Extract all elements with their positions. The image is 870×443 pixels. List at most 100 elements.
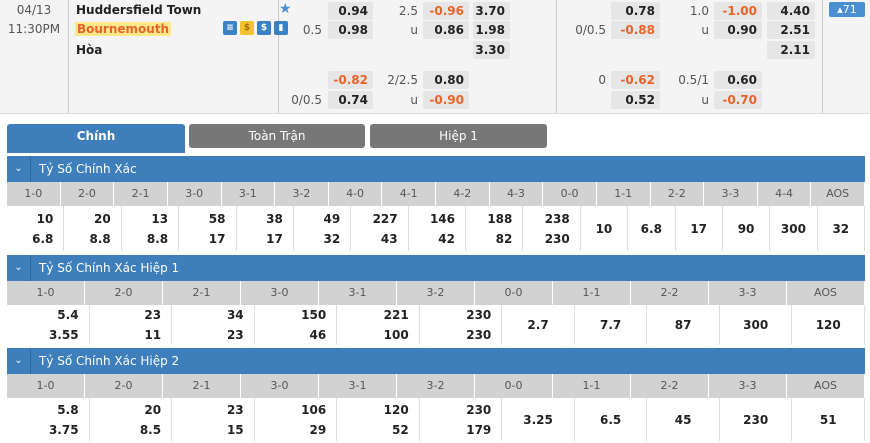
odds-value: 32 — [832, 221, 850, 236]
ou-line: 0.5/1 — [678, 73, 709, 87]
odds-cell[interactable]: 3.25 — [502, 398, 575, 441]
divider — [822, 0, 823, 114]
section-header[interactable]: ⌄ Tỷ Số Chính Xác — [7, 156, 865, 182]
odds-cell[interactable]: 221 100 — [337, 305, 420, 345]
odds-cell[interactable]: 0.94 — [328, 2, 373, 20]
odds-value: 3.75 — [48, 422, 79, 437]
odds-cell[interactable]: 6.5 — [574, 398, 648, 441]
tab-hiep-1[interactable]: Hiệp 1 — [370, 124, 547, 148]
odds-cell[interactable]: 3.30 — [473, 41, 510, 59]
odds-value: 11 — [144, 328, 162, 342]
home-team[interactable]: Huddersfield Town — [76, 3, 202, 17]
dollar-icon[interactable]: $ — [257, 21, 271, 35]
odds-cell[interactable]: 38 17 — [236, 206, 294, 251]
odds-cell[interactable]: 230 230 — [419, 305, 503, 345]
chevron-down-icon[interactable]: ⌄ — [7, 255, 31, 281]
odds-cell[interactable]: 0.52 — [611, 91, 660, 109]
odds-cell[interactable]: 5.8 3.75 — [7, 398, 90, 441]
odds-cell[interactable]: 49 32 — [293, 206, 352, 251]
odds-cell[interactable]: 238 230 — [523, 206, 581, 251]
odds-cell[interactable]: 2.51 — [767, 21, 815, 39]
odds-cell[interactable]: 230 179 — [419, 398, 503, 441]
odds-cell[interactable]: 146 42 — [408, 206, 466, 251]
odds-cell[interactable]: 5.4 3.55 — [7, 305, 90, 345]
odds-cell[interactable]: 0.98 — [328, 21, 373, 39]
odds-cell[interactable]: 6.8 — [628, 206, 676, 251]
odds-cell[interactable]: 23 11 — [89, 305, 173, 345]
section-header[interactable]: ⌄ Tỷ Số Chính Xác Hiệp 1 — [7, 255, 865, 281]
odds-cell[interactable]: 7.7 — [574, 305, 648, 345]
odds-value: 188 — [487, 211, 513, 226]
star-icon[interactable]: ★ — [279, 1, 292, 17]
odds-cell[interactable]: 120 52 — [337, 398, 420, 441]
odds-cell[interactable]: 300 — [770, 206, 818, 251]
odds-value: 20 — [94, 211, 111, 226]
odds-value: 6.8 — [32, 231, 54, 246]
odds-cell[interactable]: -0.90 — [423, 91, 469, 109]
odds-cell[interactable]: 90 — [722, 206, 771, 251]
more-odds-button[interactable]: ▴71 — [829, 2, 865, 17]
odds-value: 8.8 — [146, 231, 169, 246]
tab-toan-tran[interactable]: Toàn Trận — [189, 124, 365, 148]
score-header: 0-0 — [475, 281, 553, 305]
odds-cell[interactable]: 13 8.8 — [121, 206, 180, 251]
odds-cell[interactable]: 0.60 — [714, 71, 762, 89]
odds-cell[interactable]: 188 82 — [466, 206, 524, 251]
match-row: 04/13 11:30PM Huddersfield Town Bournemo… — [0, 0, 870, 114]
odds-cell[interactable]: -0.62 — [611, 71, 660, 89]
stats-icon[interactable]: ≡ — [223, 21, 237, 35]
odds-cell[interactable]: 2.11 — [767, 41, 815, 59]
odds-cell[interactable]: 106 29 — [254, 398, 338, 441]
odds-value: 87 — [674, 318, 692, 332]
odds-cell[interactable]: 87 — [647, 305, 720, 345]
odds-cell[interactable]: -0.88 — [611, 21, 660, 39]
score-header: 4-0 — [328, 182, 383, 206]
odds-cell[interactable]: 3.70 — [473, 2, 510, 20]
score-header: 3-2 — [275, 182, 329, 206]
odds-cell[interactable]: 51 — [792, 398, 866, 441]
odds-cell[interactable]: 20 8.5 — [89, 398, 173, 441]
odds-cell[interactable]: 0.78 — [611, 2, 660, 20]
odds-cell[interactable]: 0.86 — [423, 21, 469, 39]
odds-value: 221 — [383, 308, 409, 322]
odds-value: 23 — [144, 308, 162, 322]
odds-cell[interactable]: 10 6.8 — [7, 206, 65, 251]
odds-cell[interactable]: 32 — [817, 206, 865, 251]
score-header: 0-0 — [543, 182, 597, 206]
odds-cell[interactable]: 0.74 — [328, 91, 373, 109]
odds-cell[interactable]: 45 — [647, 398, 720, 441]
odds-cell[interactable]: 20 8.8 — [64, 206, 122, 251]
odds-cell[interactable]: 227 43 — [351, 206, 409, 251]
odds-cell[interactable]: 2.7 — [502, 305, 575, 345]
odds-cell[interactable]: 0.80 — [423, 71, 469, 89]
odds-cell[interactable]: 23 15 — [172, 398, 255, 441]
coin-icon[interactable]: $ — [240, 21, 254, 35]
odds-cell[interactable]: 1.98 — [473, 21, 510, 39]
odds-cell[interactable]: -0.96 — [423, 2, 469, 20]
odds-value: 23 — [226, 328, 244, 342]
odds-cell[interactable]: 17 — [675, 206, 723, 251]
chart-icon[interactable]: ▮ — [274, 21, 288, 35]
tab-chinh[interactable]: Chính — [7, 124, 185, 153]
odds-cell[interactable]: 230 — [719, 398, 793, 441]
odds-cell[interactable]: 34 23 — [172, 305, 255, 345]
chevron-down-icon[interactable]: ⌄ — [7, 348, 31, 374]
odds-cell[interactable]: 300 — [719, 305, 793, 345]
odds-cell[interactable]: 10 — [580, 206, 629, 251]
odds-cell[interactable]: -1.00 — [714, 2, 762, 20]
odds-value: 179 — [466, 422, 492, 437]
odds-cell[interactable]: -0.70 — [714, 91, 762, 109]
draw-label: Hòa — [76, 43, 103, 57]
odds-cell[interactable]: -0.82 — [328, 71, 373, 89]
odds-cell[interactable]: 150 46 — [254, 305, 338, 345]
odds-cell[interactable]: 0.90 — [714, 21, 762, 39]
odds-cell[interactable]: 4.40 — [767, 2, 815, 20]
odds-value: 45 — [674, 412, 692, 427]
odds-cell[interactable]: 120 — [792, 305, 866, 345]
away-team[interactable]: Bournemouth — [75, 22, 172, 36]
odds-value: 3.25 — [523, 412, 553, 427]
section-header[interactable]: ⌄ Tỷ Số Chính Xác Hiệp 2 — [7, 348, 865, 374]
section-3: ⌄ Tỷ Số Chính Xác Hiệp 2 1-0 2-0 2-1 3-0 3-1 3-… — [7, 348, 866, 441]
odds-cell[interactable]: 58 17 — [179, 206, 237, 251]
chevron-down-icon[interactable]: ⌄ — [7, 156, 31, 182]
